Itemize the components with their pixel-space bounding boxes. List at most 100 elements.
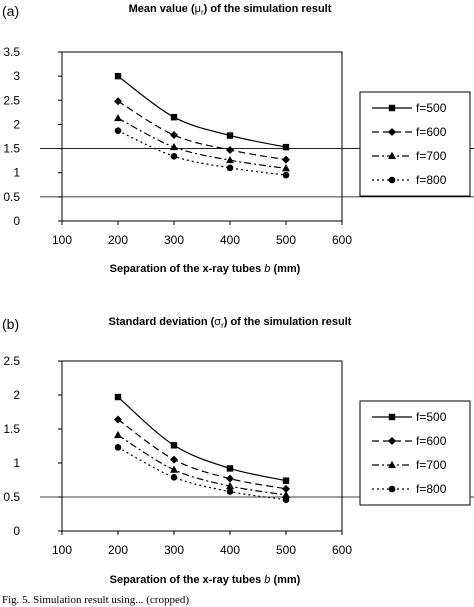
legend-marker — [388, 128, 396, 136]
x-axis-label-var: b — [264, 574, 270, 586]
data-point — [114, 127, 122, 135]
chart-title-suffix: ) of the simulation result — [224, 316, 352, 328]
data-point — [114, 72, 122, 80]
plot-area — [61, 51, 343, 222]
x-tick-label: 500 — [276, 233, 296, 247]
series-line — [117, 75, 287, 148]
y-tick-label: 0.5 — [3, 190, 20, 204]
panel-label: (a) — [2, 3, 19, 19]
data-point — [226, 488, 234, 495]
data-point — [282, 496, 290, 504]
x-tick-label: 100 — [52, 543, 72, 557]
legend-box — [359, 91, 471, 197]
data-point — [226, 164, 234, 172]
x-axis-label: Separation of the x-ray tubes b (mm) — [110, 263, 301, 275]
legend-label: f=700 — [416, 458, 447, 472]
chart-panel-a: (a) Mean value (μr) of the simulation res… — [2, 3, 474, 275]
data-point — [170, 455, 178, 464]
chart-title-suffix: ) of the simulation result — [204, 3, 332, 15]
x-axis-label-var: b — [264, 263, 270, 275]
y-tick-label: 2 — [13, 388, 20, 402]
series-f=600 — [114, 97, 290, 164]
legend: f=500 f=600 f=700 f=800 — [359, 400, 471, 506]
x-tick-label: 400 — [220, 543, 240, 557]
legend-label: f=700 — [416, 149, 447, 163]
data-point — [226, 146, 234, 155]
y-tick-label: 2.5 — [3, 93, 20, 107]
data-point — [114, 430, 122, 439]
x-tick-label: 300 — [164, 233, 184, 247]
data-point — [114, 97, 122, 106]
series-line — [117, 434, 287, 496]
chart-title-prefix: Standard deviation ( — [109, 316, 215, 328]
data-point — [170, 131, 178, 140]
data-point — [226, 465, 234, 472]
legend-box — [359, 400, 471, 506]
panel-label: (b) — [2, 316, 19, 332]
data-point — [226, 481, 234, 490]
data-point — [282, 143, 290, 151]
y-tick-label: 0 — [13, 214, 20, 228]
data-point — [226, 132, 234, 139]
x-axis-label: Separation of the x-ray tubes b (mm) — [110, 574, 301, 586]
x-tick-label: 200 — [108, 233, 128, 247]
x-axis-label-prefix: Separation of the x-ray tubes — [110, 574, 265, 586]
y-tick-label: 3.5 — [3, 45, 20, 59]
series-f=700 — [114, 113, 290, 172]
y-tick-label: 3 — [13, 69, 20, 83]
data-point — [114, 415, 122, 424]
y-tick-label: 1 — [13, 456, 20, 470]
x-tick-label: 200 — [108, 543, 128, 557]
x-tick-label: 300 — [164, 543, 184, 557]
x-tick-label: 600 — [332, 543, 352, 557]
y-tick-label: 2 — [13, 117, 20, 131]
data-point — [170, 113, 178, 121]
legend-label: f=600 — [416, 125, 447, 139]
legend: f=500 f=600 f=700 f=800 — [359, 91, 471, 197]
x-tick-label: 500 — [276, 543, 296, 557]
data-point — [114, 444, 122, 451]
data-point — [170, 473, 178, 481]
data-point — [170, 465, 178, 473]
data-point — [282, 484, 290, 493]
legend-marker — [388, 460, 396, 468]
chart-title-prefix: Mean value ( — [129, 3, 195, 15]
legend-marker — [388, 485, 396, 493]
x-axis-label-prefix: Separation of the x-ray tubes — [110, 263, 265, 275]
data-point — [114, 393, 122, 401]
series-f=700 — [114, 430, 290, 498]
series-f=500 — [114, 393, 290, 484]
data-point — [282, 155, 290, 164]
y-tick-label: 0 — [13, 524, 20, 538]
chart-title-sub: r — [201, 8, 204, 17]
plot-area — [61, 360, 343, 532]
legend-marker — [388, 413, 396, 421]
data-point — [114, 113, 122, 122]
legend-label: f=500 — [416, 101, 447, 115]
series-line — [117, 396, 287, 482]
x-axis-label-suffix: (mm) — [270, 263, 300, 275]
x-tick-label: 400 — [220, 233, 240, 247]
data-point — [282, 164, 290, 172]
legend-label: f=800 — [416, 482, 447, 496]
y-tick-label: 1.5 — [3, 422, 20, 436]
chart-title: Standard deviation (σr) of the simulatio… — [109, 316, 352, 330]
data-point — [170, 442, 178, 449]
chart-title-symbol: σ — [214, 316, 221, 328]
legend-label: f=800 — [416, 173, 447, 187]
series-f=800 — [114, 444, 290, 504]
series-line — [117, 117, 287, 169]
x-tick-label: 100 — [52, 233, 72, 247]
x-tick-label: 600 — [332, 233, 352, 247]
legend-marker — [388, 104, 396, 112]
legend-marker — [388, 151, 396, 159]
chart-title-sub: r — [221, 321, 224, 330]
data-point — [226, 474, 234, 483]
data-point — [282, 171, 290, 179]
series-line — [117, 418, 287, 490]
y-tick-label: 0.5 — [3, 490, 20, 504]
series-f=500 — [114, 72, 290, 151]
figure-caption: Fig. 5. Simulation result using... (crop… — [2, 594, 189, 606]
chart-title: Mean value (μr) of the simulation result — [129, 3, 332, 17]
